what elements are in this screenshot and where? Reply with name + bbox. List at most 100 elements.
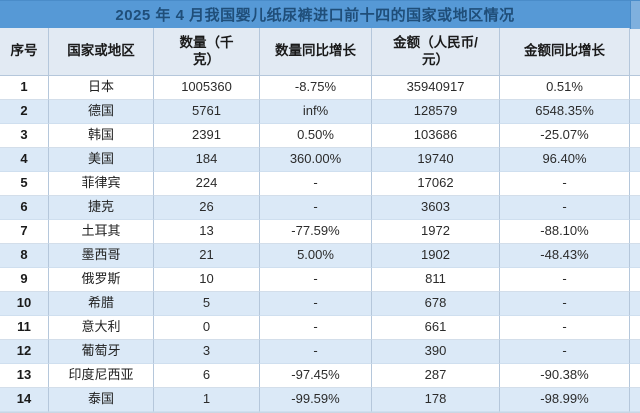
cell-country: 印度尼西亚 [49,364,154,388]
cell-quantity-yoy: - [260,292,372,316]
header-label: 序号 [10,43,38,59]
cell-country: 日本 [49,76,154,100]
cell-amount: 678 [372,292,500,316]
table-row: 10 希腊 5 - 678 - [0,292,640,316]
cell-amount: 3603 [372,196,500,220]
cell-amount: 19740 [372,148,500,172]
title-cutoff-sliver [630,1,640,29]
cell-country: 捷克 [49,196,154,220]
table-row: 2 德国 5761 inf% 128579 6548.35% [0,100,640,124]
cell-amount-yoy: - [500,172,630,196]
cell-index: 3 [0,124,49,148]
cell-amount-yoy: 0.51% [500,76,630,100]
cell-quantity: 5761 [154,100,260,124]
cell-quantity: 0 [154,316,260,340]
cell-quantity-yoy: 360.00% [260,148,372,172]
cell-index: 14 [0,388,49,412]
header-label: 数量同比增长 [275,43,356,59]
cell-amount: 390 [372,340,500,364]
row-cutoff-sliver [630,244,640,268]
cell-quantity: 10 [154,268,260,292]
cell-quantity-yoy: inf% [260,100,372,124]
header-cell-quantity: 数量（千克） [154,28,260,76]
table-row: 13 印度尼西亚 6 -97.45% 287 -90.38% [0,364,640,388]
header-cell-country: 国家或地区 [49,28,154,76]
table-row: 6 捷克 26 - 3603 - [0,196,640,220]
cell-index: 6 [0,196,49,220]
cell-quantity-yoy: - [260,268,372,292]
cell-amount-yoy: -25.07% [500,124,630,148]
cell-quantity-yoy: 0.50% [260,124,372,148]
header-label: 金额（人民币/元） [393,34,478,67]
table-row: 11 意大利 0 - 661 - [0,316,640,340]
row-cutoff-sliver [630,364,640,388]
row-cutoff-sliver [630,292,640,316]
table-row: 1 日本 1005360 -8.75% 35940917 0.51% [0,76,640,100]
cell-index: 13 [0,364,49,388]
row-cutoff-sliver [630,388,640,412]
cell-index: 2 [0,100,49,124]
cell-quantity: 3 [154,340,260,364]
cell-quantity: 13 [154,220,260,244]
cell-amount-yoy: -90.38% [500,364,630,388]
cell-quantity-yoy: -8.75% [260,76,372,100]
cell-country: 意大利 [49,316,154,340]
table-title-bar: 2025 年 4 月我国婴儿纸尿裤进口前十四的国家或地区情况 [0,0,640,29]
table-row: 5 菲律宾 224 - 17062 - [0,172,640,196]
table-row: 4 美国 184 360.00% 19740 96.40% [0,148,640,172]
cell-amount: 103686 [372,124,500,148]
table-row: 7 土耳其 13 -77.59% 1972 -88.10% [0,220,640,244]
header-cell-amount: 金额（人民币/元） [372,28,500,76]
cell-quantity-yoy: -77.59% [260,220,372,244]
cell-quantity: 21 [154,244,260,268]
cell-country: 泰国 [49,388,154,412]
cell-index: 11 [0,316,49,340]
cell-country: 希腊 [49,292,154,316]
cell-quantity: 1 [154,388,260,412]
table-row: 12 葡萄牙 3 - 390 - [0,340,640,364]
cell-amount-yoy: - [500,268,630,292]
header-cell-quantity-yoy: 数量同比增长 [260,28,372,76]
row-cutoff-sliver [630,124,640,148]
cell-index: 8 [0,244,49,268]
cell-amount-yoy: -98.99% [500,388,630,412]
cell-amount-yoy: 96.40% [500,148,630,172]
table-row: 8 墨西哥 21 5.00% 1902 -48.43% [0,244,640,268]
row-cutoff-sliver [630,100,640,124]
header-label: 数量（千克） [179,34,234,67]
header-cell-index: 序号 [0,28,49,76]
cell-quantity-yoy: -97.45% [260,364,372,388]
cell-amount-yoy: - [500,292,630,316]
cell-amount: 1972 [372,220,500,244]
cell-quantity: 1005360 [154,76,260,100]
cell-quantity: 6 [154,364,260,388]
cell-country: 墨西哥 [49,244,154,268]
header-label: 国家或地区 [67,43,135,59]
cell-amount-yoy: -48.43% [500,244,630,268]
row-cutoff-sliver [630,340,640,364]
table-row: 14 泰国 1 -99.59% 178 -98.99% [0,388,640,412]
cell-index: 9 [0,268,49,292]
header-cell-amount-yoy: 金额同比增长 [500,28,630,76]
table-row: 9 俄罗斯 10 - 811 - [0,268,640,292]
cell-amount: 661 [372,316,500,340]
cell-quantity: 184 [154,148,260,172]
cell-quantity: 224 [154,172,260,196]
cell-amount-yoy: 6548.35% [500,100,630,124]
cell-index: 7 [0,220,49,244]
cell-country: 德国 [49,100,154,124]
row-cutoff-sliver [630,268,640,292]
cell-quantity-yoy: 5.00% [260,244,372,268]
cell-amount-yoy: - [500,340,630,364]
header-cutoff-sliver [630,28,640,76]
cell-amount-yoy: -88.10% [500,220,630,244]
cell-country: 美国 [49,148,154,172]
cell-index: 5 [0,172,49,196]
cell-country: 土耳其 [49,220,154,244]
cell-amount: 1902 [372,244,500,268]
cell-amount: 811 [372,268,500,292]
cell-amount: 35940917 [372,76,500,100]
cell-quantity-yoy: - [260,340,372,364]
row-cutoff-sliver [630,220,640,244]
